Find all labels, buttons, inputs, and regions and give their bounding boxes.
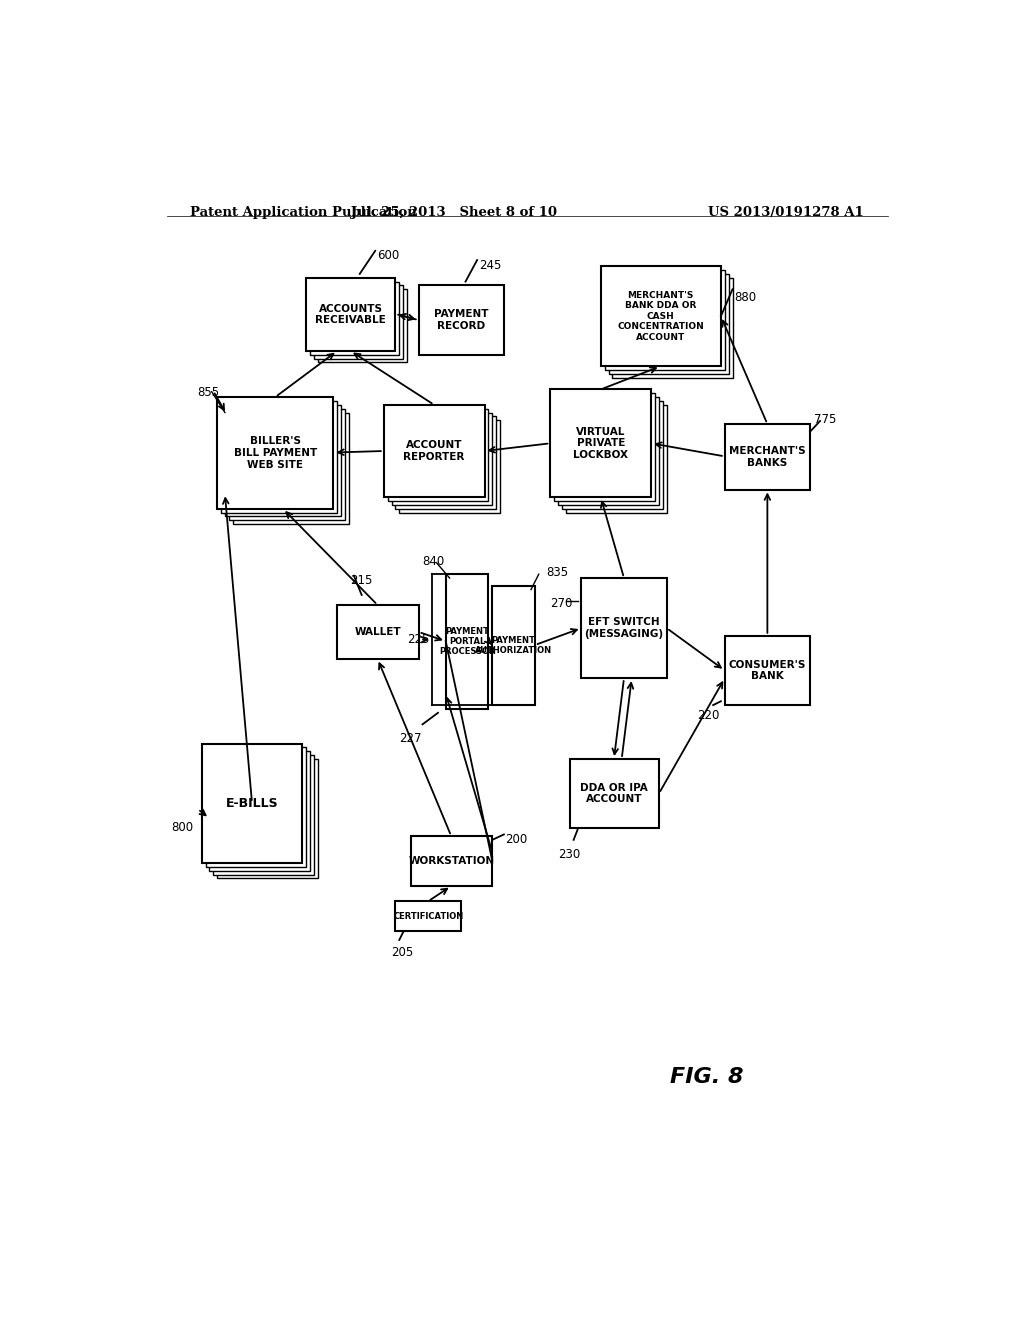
Bar [608,275,729,374]
Bar [337,605,419,659]
Bar [388,409,488,502]
Text: WALLET: WALLET [354,627,401,638]
Bar [558,397,658,506]
Bar [604,271,725,370]
Bar [725,636,810,705]
Bar [411,836,493,886]
Bar [225,405,341,516]
Text: Jul. 25, 2013   Sheet 8 of 10: Jul. 25, 2013 Sheet 8 of 10 [350,206,556,219]
Text: 800: 800 [172,821,194,834]
Text: BILLER'S
BILL PAYMENT
WEB SITE: BILLER'S BILL PAYMENT WEB SITE [233,437,316,470]
Bar [569,759,658,829]
Text: VIRTUAL
PRIVATE
LOCKBOX: VIRTUAL PRIVATE LOCKBOX [573,426,629,459]
Text: 230: 230 [558,847,581,861]
Bar [391,413,493,506]
Text: MERCHANT'S
BANK DDA OR
CASH
CONCENTRATION
ACCOUNT: MERCHANT'S BANK DDA OR CASH CONCENTRATIO… [617,290,705,342]
Bar [612,277,732,378]
Text: 270: 270 [550,598,572,610]
Bar [395,902,461,931]
Bar [202,743,302,863]
Text: DDA OR IPA
ACCOUNT: DDA OR IPA ACCOUNT [581,783,648,804]
Bar [399,420,500,512]
Bar [566,405,667,512]
Bar [306,277,395,351]
Text: Patent Application Publication: Patent Application Publication [190,206,417,219]
Text: CONSUMER'S
BANK: CONSUMER'S BANK [729,660,806,681]
Text: FIG. 8: FIG. 8 [671,1067,744,1086]
Bar [228,409,345,520]
Text: 220: 220 [697,709,720,722]
Text: EFT SWITCH
(MESSAGING): EFT SWITCH (MESSAGING) [585,618,664,639]
Text: PAYMENT
PORTAL
PROCESSOR: PAYMENT PORTAL PROCESSOR [439,627,496,656]
Bar [601,267,721,367]
Text: ACCOUNT
REPORTER: ACCOUNT REPORTER [403,440,465,462]
Bar [209,751,310,871]
Bar [206,747,306,867]
Bar [221,401,337,512]
Text: 840: 840 [423,554,444,568]
Bar [217,397,334,508]
Text: 200: 200 [506,833,527,846]
Bar [725,424,810,490]
Bar [384,405,484,498]
Text: 880: 880 [734,290,756,304]
Text: WORKSTATION: WORKSTATION [409,857,495,866]
Bar [310,281,399,355]
Bar [419,285,504,355]
Text: US 2013/0191278 A1: US 2013/0191278 A1 [709,206,864,219]
Text: 205: 205 [391,946,414,960]
Bar [232,413,349,524]
Bar [314,285,403,359]
Text: 225: 225 [407,634,429,647]
Text: 245: 245 [478,259,501,272]
Bar [493,586,535,705]
Text: 835: 835 [547,566,568,579]
Bar [445,574,488,709]
Bar [554,393,655,502]
Bar [317,289,407,363]
Bar [562,401,663,508]
Text: 215: 215 [350,574,373,587]
Text: PAYMENT
RECORD: PAYMENT RECORD [434,309,488,331]
Text: CERTIFICATION: CERTIFICATION [393,912,464,920]
Text: E-BILLS: E-BILLS [225,797,279,809]
Text: MERCHANT'S
BANKS: MERCHANT'S BANKS [729,446,806,467]
Text: ACCOUNTS
RECEIVABLE: ACCOUNTS RECEIVABLE [315,304,386,325]
Text: 600: 600 [377,249,399,263]
Text: 855: 855 [198,387,220,400]
Text: 227: 227 [399,733,422,744]
Text: PAYMENT
AUTHORIZATION: PAYMENT AUTHORIZATION [475,636,552,655]
Bar [550,389,651,498]
Text: 775: 775 [814,413,837,426]
Bar [582,578,667,678]
Bar [395,416,496,508]
Bar [217,759,317,878]
Bar [213,755,314,875]
